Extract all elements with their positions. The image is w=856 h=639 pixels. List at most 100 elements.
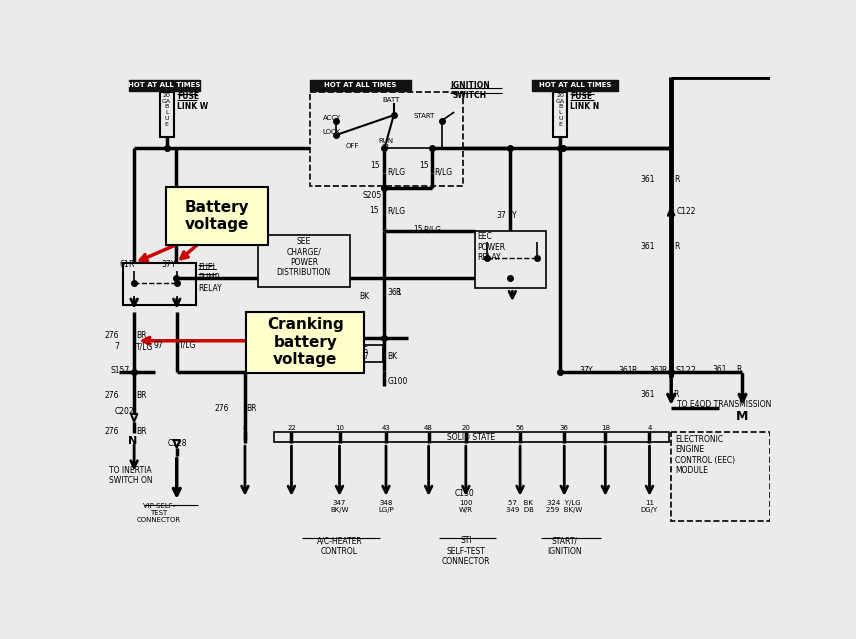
Text: 15: 15: [413, 226, 423, 235]
Text: HOT AT ALL TIMES: HOT AT ALL TIMES: [128, 82, 200, 88]
Text: FUEL
PUMP
RELAY: FUEL PUMP RELAY: [199, 263, 223, 293]
Text: 276: 276: [105, 391, 119, 400]
Text: BATT: BATT: [383, 98, 400, 104]
Text: SEE
CHARGE/
POWER
DISTRIBUTION: SEE CHARGE/ POWER DISTRIBUTION: [276, 237, 331, 277]
Text: R/LG: R/LG: [423, 226, 442, 235]
Text: ELECTRONIC
ENGINE
CONTROL (EEC)
MODULE: ELECTRONIC ENGINE CONTROL (EEC) MODULE: [675, 435, 735, 475]
Text: 61: 61: [119, 260, 129, 269]
Text: STI
SELF-TEST
CONNECTOR: STI SELF-TEST CONNECTOR: [442, 536, 490, 566]
Text: BK: BK: [388, 352, 398, 361]
Text: OFF: OFF: [346, 143, 359, 149]
Text: LOCK: LOCK: [323, 129, 341, 135]
FancyBboxPatch shape: [247, 312, 365, 373]
Bar: [553, 92, 568, 137]
Text: R: R: [675, 175, 680, 184]
FancyBboxPatch shape: [166, 187, 268, 245]
Bar: [122, 263, 196, 305]
Text: M: M: [736, 410, 749, 423]
Text: C202: C202: [115, 407, 134, 416]
Text: BR: BR: [247, 404, 257, 413]
Text: RUN: RUN: [378, 138, 394, 144]
Text: 37: 37: [161, 260, 171, 269]
Text: 15: 15: [371, 162, 380, 171]
Text: N: N: [128, 436, 137, 445]
Bar: [475, 231, 546, 288]
Text: R: R: [395, 288, 401, 297]
Text: TO E4OD TRANSMISSION: TO E4OD TRANSMISSION: [676, 400, 771, 409]
Text: 11
DG/Y: 11 DG/Y: [641, 500, 658, 513]
Bar: [310, 92, 463, 186]
Text: SOLID STATE: SOLID STATE: [447, 433, 496, 442]
Text: HOT AT ALL TIMES: HOT AT ALL TIMES: [539, 82, 611, 88]
Text: 18: 18: [601, 425, 609, 431]
Text: S102: S102: [336, 332, 354, 341]
Text: Battery
voltage: Battery voltage: [185, 200, 249, 232]
Text: 361: 361: [619, 366, 633, 375]
Text: 324  Y/LG
259  BK/W: 324 Y/LG 259 BK/W: [546, 500, 582, 513]
Text: S157: S157: [111, 366, 130, 374]
Text: 11: 11: [382, 144, 390, 150]
Text: A/C-HEATER
CONTROL: A/C-HEATER CONTROL: [317, 536, 362, 556]
Text: 36: 36: [560, 425, 568, 431]
Text: 20: 20: [461, 425, 470, 431]
Text: 15: 15: [369, 206, 378, 215]
Text: 361: 361: [388, 288, 402, 297]
Text: 276: 276: [105, 427, 119, 436]
Text: Y: Y: [587, 366, 592, 375]
Text: 276: 276: [105, 331, 119, 340]
Text: C130: C130: [455, 489, 474, 498]
Text: FUSE
LINK N: FUSE LINK N: [570, 92, 600, 111]
Text: Y: Y: [170, 260, 175, 269]
Bar: [160, 92, 174, 137]
Text: IGNITION
SWITCH: IGNITION SWITCH: [449, 81, 490, 100]
Bar: [671, 433, 770, 521]
Bar: [259, 235, 349, 287]
Text: 10: 10: [335, 425, 344, 431]
Bar: [274, 433, 669, 442]
Text: 8: 8: [243, 425, 247, 431]
Text: HOT AT ALL TIMES: HOT AT ALL TIMES: [324, 82, 396, 88]
Text: GROUNDS: GROUNDS: [330, 346, 368, 355]
Bar: [532, 80, 619, 91]
Text: BR: BR: [136, 391, 147, 400]
Text: 361: 361: [650, 366, 664, 375]
Text: 48: 48: [425, 425, 433, 431]
Text: 37: 37: [580, 366, 590, 375]
Text: T/LG: T/LG: [179, 341, 196, 350]
Text: Y: Y: [513, 212, 517, 220]
Text: BR: BR: [136, 427, 147, 436]
Text: EEC
POWER
RELAY: EEC POWER RELAY: [478, 232, 506, 262]
Text: TO INERTIA
SWITCH ON: TO INERTIA SWITCH ON: [110, 466, 153, 485]
Text: 97: 97: [153, 341, 163, 350]
Text: R: R: [736, 365, 741, 374]
Text: S205: S205: [363, 190, 382, 199]
Text: 348
LG/P: 348 LG/P: [378, 500, 394, 513]
Text: C128: C128: [168, 438, 187, 447]
Text: 57: 57: [360, 352, 369, 361]
Text: R: R: [128, 260, 134, 269]
Bar: [315, 344, 383, 362]
Text: FUSE
LINK W: FUSE LINK W: [176, 92, 208, 111]
Text: 37: 37: [496, 212, 507, 220]
Text: 347
BK/W: 347 BK/W: [330, 500, 348, 513]
Text: 43: 43: [382, 425, 390, 431]
Text: R: R: [631, 366, 636, 375]
Text: T/LG: T/LG: [136, 343, 154, 351]
Text: START: START: [414, 113, 435, 119]
Text: 7: 7: [115, 343, 119, 351]
Text: R: R: [675, 242, 680, 251]
Text: G100: G100: [388, 377, 408, 386]
Text: 361: 361: [712, 365, 727, 374]
Text: VIP SELF-
TEST
CONNECTOR: VIP SELF- TEST CONNECTOR: [137, 504, 181, 523]
Text: 361: 361: [640, 242, 655, 251]
Text: Cranking
battery
voltage: Cranking battery voltage: [267, 318, 344, 367]
Text: START/
IGNITION: START/ IGNITION: [547, 536, 581, 556]
Text: R: R: [661, 366, 667, 375]
Text: 15: 15: [419, 162, 429, 171]
Text: 57   BK
349  DB: 57 BK 349 DB: [506, 500, 534, 513]
Text: R/LG: R/LG: [434, 167, 452, 176]
Text: 22: 22: [287, 425, 296, 431]
Text: 20
GA
B
L
U
E: 20 GA B L U E: [556, 93, 565, 127]
Text: BK: BK: [359, 292, 369, 301]
Bar: [310, 80, 411, 91]
